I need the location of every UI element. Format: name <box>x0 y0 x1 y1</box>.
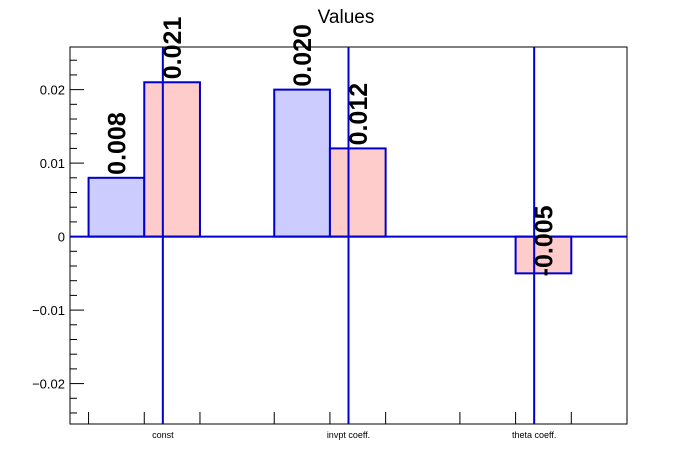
data-label: -0.005 <box>530 205 558 276</box>
x-category-label: const <box>152 430 174 440</box>
y-tick-label: 0.02 <box>40 83 65 98</box>
bar <box>514 235 573 275</box>
x-category-label: invpt coeff. <box>327 430 370 440</box>
data-label: 0.008 <box>103 112 131 175</box>
y-tick-label: 0.01 <box>40 156 65 171</box>
y-tick-label: 0 <box>58 230 65 245</box>
chart-title: Values <box>318 7 375 28</box>
data-label: 0.012 <box>345 83 373 146</box>
data-label: 0.020 <box>289 24 317 87</box>
x-category-label: theta coeff. <box>512 430 556 440</box>
bar <box>273 88 331 238</box>
y-tick-label: −0.02 <box>32 377 65 392</box>
bar <box>87 176 146 238</box>
bar <box>143 81 201 238</box>
data-label: 0.021 <box>159 17 187 80</box>
y-tick-label: −0.01 <box>32 303 65 318</box>
bar <box>328 147 387 238</box>
plot-area: −0.02 −0.01 0 0.01 0.02 const invpt coeff. thet… <box>32 17 628 440</box>
